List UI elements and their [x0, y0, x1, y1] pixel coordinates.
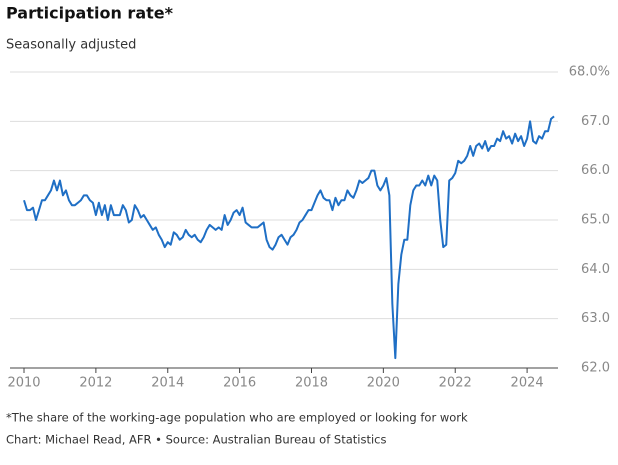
x-tick-label: 2016: [223, 376, 256, 391]
y-tick-label: 63.0: [581, 311, 610, 326]
chart-title: Participation rate*: [6, 4, 174, 23]
x-tick-label: 2012: [79, 376, 112, 391]
y-tick-label: 64.0: [581, 262, 610, 277]
y-tick-label: 65.0: [581, 213, 610, 228]
data-line: [23, 115, 555, 360]
source: Chart: Michael Read, AFR • Source: Austr…: [6, 433, 386, 447]
y-tick-label: 68.0%: [569, 65, 610, 80]
y-tick-label: 62.0: [581, 361, 610, 376]
y-tick-label: 66.0: [581, 163, 610, 178]
x-tick-label: 2020: [367, 376, 400, 391]
y-tick-label: 67.0: [581, 114, 610, 129]
x-tick-label: 2024: [511, 376, 544, 391]
chart-subtitle: Seasonally adjusted: [6, 38, 136, 53]
footnote: *The share of the working-age population…: [6, 411, 468, 425]
x-tick-label: 2014: [151, 376, 184, 391]
x-tick-label: 2010: [7, 376, 40, 391]
x-tick-label: 2018: [295, 376, 328, 391]
x-tick-label: 2022: [439, 376, 472, 391]
